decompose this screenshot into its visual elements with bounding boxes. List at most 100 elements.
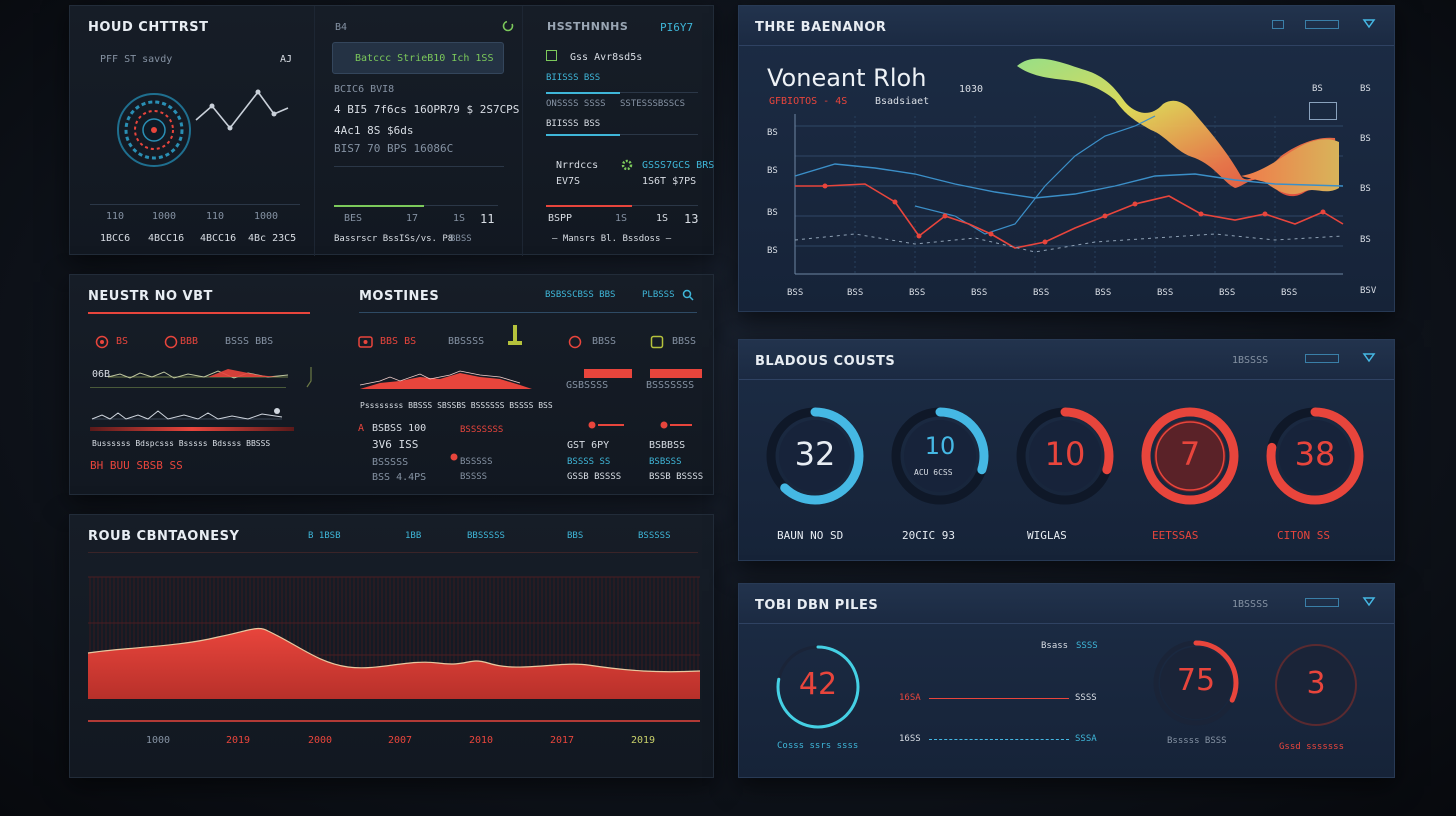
monitor-list-right-a3: GSSB BSSSS [567, 472, 622, 482]
household-panel: HOUD CHTTRST PFF ST savdy AJ 110 1000 11… [69, 5, 715, 256]
col3-gear-icon[interactable] [620, 158, 634, 172]
route-xtick-6: 2017 [550, 735, 575, 746]
trend-y-right-2: BS [1360, 134, 1371, 144]
trend-title: THRE BAENANOR [755, 20, 887, 35]
news-row1-b: BBB [180, 336, 199, 347]
col2-foot-num-2: 17 [406, 213, 419, 224]
count-gauge-value: 10 [1044, 435, 1086, 473]
household-foot-3: 4BCC16 [200, 233, 237, 244]
counts-panel: BLADOUS COUSTS 1BSSSS 32 BAUN NO SD 10 ACU … [738, 339, 1395, 561]
household-corner: AJ [280, 54, 293, 65]
piles-gauge-right-a-value: 75 [1176, 663, 1216, 698]
trend-xtick-3: BSS [909, 288, 926, 298]
monitor-expand-icon[interactable] [682, 289, 694, 301]
count-gauge-value: 32 [794, 435, 836, 473]
col3-tab1b[interactable]: SSTESSSBSSCS [620, 99, 686, 109]
col2-primary-button[interactable]: Batccc StrieB10 Ich 1SS [332, 42, 504, 74]
piles-header-a: 1BSSSS [1232, 599, 1269, 610]
household-tick-3: 110 [206, 211, 225, 222]
count-gauge-label: EETSSAS [1152, 529, 1199, 542]
piles-window-button[interactable] [1305, 598, 1339, 607]
count-gauge-value: 7 [1179, 435, 1201, 473]
route-tab-2[interactable]: 1BB [405, 531, 422, 541]
monitor-list-mid-2: BSSSSS [460, 457, 493, 467]
piles-gauge-right-b-value: 3 [1306, 666, 1326, 701]
household-subtitle: PFF ST savdy [100, 54, 173, 65]
col2-primary-button-label: Batccc StrieB10 Ich 1SS [355, 53, 494, 64]
gauge-inner [1279, 420, 1351, 492]
household-foot-1: 1BCC6 [100, 233, 131, 244]
news-row1-a: BS [116, 336, 129, 347]
piles-gauge-left [776, 645, 860, 729]
counts-window-button[interactable] [1305, 354, 1339, 363]
monitor-row1-a: BBS BS [380, 336, 417, 347]
trend-maximize-button[interactable] [1305, 20, 1339, 29]
route-tab-4[interactable]: BBS [567, 531, 584, 541]
trend-dropdown-icon[interactable] [1362, 19, 1376, 29]
col2-foot-text: Bassrscr BssISs/vs. P8 [334, 234, 454, 244]
col3-tab1a[interactable]: ONSSSS SSSS [546, 99, 606, 109]
household-tick-1: 110 [106, 211, 125, 222]
monitor-list-mid-3: BSSSS [460, 472, 488, 482]
col3-sub1: BIISSS BSS [546, 73, 601, 83]
col3-row1b: GSSS7GCS BRS [642, 160, 715, 171]
monitor-label-right-a: GSBSSSS [566, 380, 609, 391]
gauge-arc [766, 407, 864, 505]
route-tab-1[interactable]: B 1BSB [308, 531, 341, 541]
col2-refresh-icon[interactable] [502, 20, 514, 32]
count-gauge-sub: ACU 6CSS [914, 468, 953, 477]
route-tab-3[interactable]: BBSSSSS [467, 531, 505, 541]
piles-gauge-right-b-label: Gssd sssssss [1279, 742, 1345, 752]
monitor-badge-a: BSBSSCBSS BBS [545, 290, 616, 300]
count-gauge-label: CITON SS [1277, 529, 1330, 542]
gauge-inner [1029, 420, 1101, 492]
monitor-circle-icon[interactable] [568, 335, 582, 349]
monitor-dot-a [588, 421, 596, 429]
news-target-icon[interactable] [164, 335, 178, 349]
piles-gauge-right-b [1275, 644, 1357, 726]
monitor-flag-icon[interactable] [358, 335, 374, 349]
trend-y-left-1: BS [767, 128, 778, 138]
col2-line3: BIS7 70 BPS 16086C [334, 142, 454, 155]
monitor-badge-b: PLBSSS [642, 290, 675, 300]
col3-badge: PI6Y7 [660, 21, 694, 34]
counts-dropdown-icon[interactable] [1362, 353, 1376, 363]
route-xtick-1: 1000 [146, 735, 171, 746]
household-tick-2: 1000 [152, 211, 177, 222]
col3-tab2[interactable]: BIISSS BSS [546, 119, 601, 129]
col2-foot-num-1: BES [344, 213, 363, 224]
trend-window-button[interactable] [1272, 20, 1284, 29]
gauge-inner [1160, 647, 1232, 719]
col2-line1: 4 BI5 7f6cs 16OPR79 $ 2S7CPS [334, 103, 520, 116]
household-foot-2: 4BCC16 [148, 233, 185, 244]
household-sparkline [195, 89, 289, 131]
news-row2-label: 06B [92, 369, 111, 380]
route-tab-5[interactable]: BSSSSS [638, 531, 671, 541]
route-xtick-3: 2000 [308, 735, 333, 746]
gauge-inner [904, 420, 976, 492]
news-alert-icon[interactable] [95, 335, 109, 349]
trend-y-left-3: BS [767, 208, 778, 218]
monitor-row1-b: BBSSSS [448, 336, 485, 347]
trend-big-title: Voneant Rloh [767, 64, 927, 92]
trend-target-box[interactable] [1309, 102, 1337, 120]
piles-dropdown-icon[interactable] [1362, 597, 1376, 607]
gauge-arc [776, 645, 860, 729]
count-gauge-label: 20CIC 93 [902, 529, 955, 542]
route-area-chart [87, 576, 701, 722]
trend-xtick-6: BSS [1095, 288, 1112, 298]
monitor-status-dot [450, 453, 458, 461]
gauge-inner-ring [1155, 421, 1225, 491]
col3-foot-num-1: BSPP [548, 213, 573, 224]
piles-gauge-right-a [1153, 640, 1239, 726]
monitor-row1-d: BBSS [672, 336, 697, 347]
trend-annot: 1030 [959, 84, 984, 95]
trend-xtick-7: BSS [1157, 288, 1174, 298]
trend-xtick-9: BSS [1281, 288, 1298, 298]
monitor-label-right-b: BSSSSSSS [646, 380, 695, 391]
piles-title: TOBI DBN PILES [755, 598, 879, 613]
count-gauge-ring [766, 407, 864, 505]
monitor-box-icon[interactable] [650, 335, 664, 349]
trend-y-left-2: BS [767, 166, 778, 176]
trend-y-right-3: BS [1360, 184, 1371, 194]
